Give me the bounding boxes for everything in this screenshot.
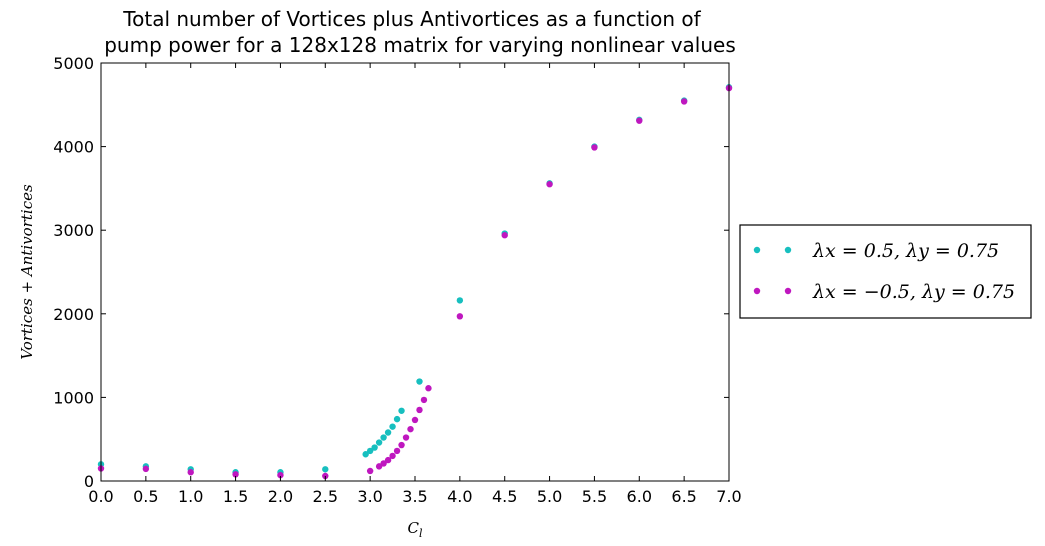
y-axis-label: Vortices + Antivortices xyxy=(18,184,36,360)
series-2-point-22 xyxy=(591,144,598,151)
x-tick-label-14: 7.0 xyxy=(716,487,741,506)
series-2-point-1 xyxy=(142,465,150,473)
y-tick-label-3: 3000 xyxy=(53,221,94,240)
legend-marker-2b xyxy=(784,287,792,295)
chart-title: Total number of Vortices plus Antivortic… xyxy=(122,7,701,31)
series-2-point-6 xyxy=(366,467,374,475)
series-2-point-17 xyxy=(420,396,428,404)
series-1-point-15 xyxy=(416,378,423,385)
series-1-point-8 xyxy=(371,444,378,451)
x-tick-label-5: 2.5 xyxy=(313,487,338,506)
series-2-point-15 xyxy=(411,416,419,424)
x-tick-label-8: 4.0 xyxy=(447,487,472,506)
series-1-point-13 xyxy=(393,415,401,423)
series-2-point-16 xyxy=(416,406,423,414)
x-tick-label-11: 5.5 xyxy=(582,487,607,506)
x-tick-label-10: 5.0 xyxy=(537,487,562,506)
legend-marker-2a xyxy=(753,287,761,295)
y-tick-label-4: 4000 xyxy=(53,138,94,157)
series-1-point-16 xyxy=(456,297,464,304)
x-tick-label-7: 3.5 xyxy=(402,487,427,506)
series-1-point-10 xyxy=(380,434,387,441)
legend-marker-1b xyxy=(784,246,792,254)
x-tick-label-6: 3.0 xyxy=(357,487,382,506)
series-1-point-11 xyxy=(384,429,392,436)
series-2-point-3 xyxy=(232,471,239,478)
x-tick-label-12: 6.0 xyxy=(627,487,652,506)
x-axis-label: Cl xyxy=(407,519,422,540)
series-1-point-7 xyxy=(366,447,374,455)
x-axis-label-sub: l xyxy=(419,527,423,540)
legend-marker-1a xyxy=(753,246,761,254)
series-2-point-8 xyxy=(380,460,387,467)
chart-title-line2: pump power for a 128x128 matrix for vary… xyxy=(104,33,736,57)
y-tick-label-2: 2000 xyxy=(53,305,94,324)
y-axis-ticks: 0 1000 2000 3000 4000 5000 xyxy=(53,54,729,491)
x-axis-ticks: 0.0 0.5 1.0 1.5 2.0 2.5 3.0 3.5 4.0 4.5 5.0 5.5 6.0 6… xyxy=(88,63,742,506)
series-1-point-12 xyxy=(389,423,396,430)
series-2-point-10 xyxy=(389,452,396,460)
x-tick-label-0: 0.0 xyxy=(88,487,113,506)
series-2-point-24 xyxy=(680,98,688,105)
series-2-point-19 xyxy=(456,313,464,320)
legend-label-1: λx = 0.5, λy = 0.75 xyxy=(812,240,999,262)
series-1-point-5 xyxy=(322,466,329,473)
series-2-point-20 xyxy=(501,232,508,239)
series-2-point-14 xyxy=(407,425,414,433)
series-2-point-18 xyxy=(425,385,432,392)
series-2-point-13 xyxy=(402,434,410,441)
y-tick-label-0: 0 xyxy=(84,472,94,491)
x-tick-label-3: 1.5 xyxy=(223,487,248,506)
x-tick-label-9: 4.5 xyxy=(492,487,517,506)
series-1-point-14 xyxy=(398,407,405,414)
legend: λx = 0.5, λy = 0.75 λx = −0.5, λy = 0.75 xyxy=(739,224,1032,319)
series-1-point-6 xyxy=(362,451,369,458)
x-axis-label-main: C xyxy=(407,519,419,537)
x-tick-label-4: 2.0 xyxy=(268,487,293,506)
legend-label-2: λx = −0.5, λy = 0.75 xyxy=(812,281,1015,303)
legend-box xyxy=(739,224,1032,319)
series-2-point-4 xyxy=(277,471,284,479)
series-2-point-23 xyxy=(636,117,643,124)
series-2-point-5 xyxy=(322,472,329,480)
y-tick-label-5: 5000 xyxy=(53,54,94,73)
x-tick-label-13: 6.5 xyxy=(671,487,696,506)
series-2-point-2 xyxy=(187,469,194,476)
series-2-point-11 xyxy=(393,447,401,455)
y-tick-label-1: 1000 xyxy=(53,388,94,407)
series-2-point-12 xyxy=(398,441,405,449)
series-1-point-9 xyxy=(375,439,383,446)
x-tick-label-1: 0.5 xyxy=(133,487,158,506)
series-2-point-21 xyxy=(546,181,553,188)
series-2-point-9 xyxy=(384,456,392,464)
x-tick-label-2: 1.0 xyxy=(178,487,203,506)
data-points xyxy=(97,84,733,480)
